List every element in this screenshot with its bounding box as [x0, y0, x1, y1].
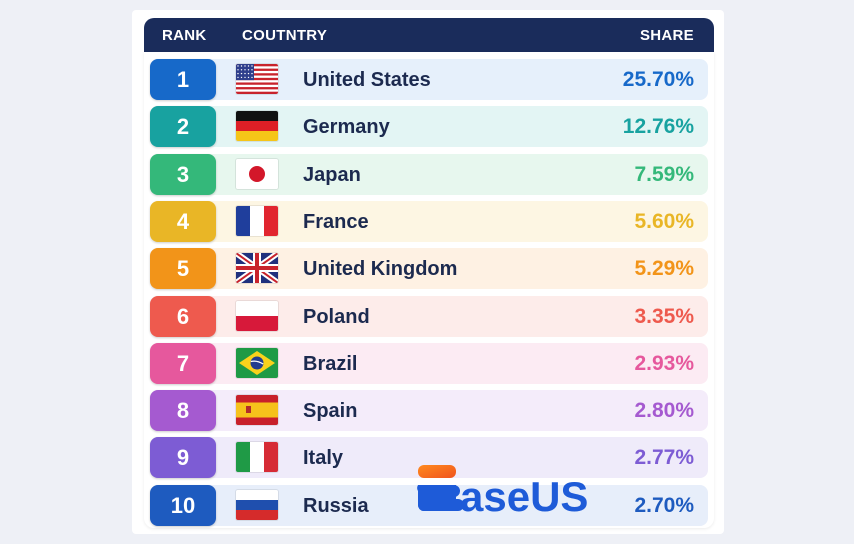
share-value: 12.76% — [622, 115, 694, 138]
row-background — [150, 154, 708, 195]
country-name: France — [303, 211, 369, 233]
country-name: Italy — [303, 447, 344, 469]
table-row: 8 Spain 2.80% — [150, 390, 708, 431]
table-row: 9 Italy 2.77% — [150, 437, 708, 478]
country-name: Brazil — [303, 353, 358, 375]
it-flag-icon — [236, 442, 278, 472]
share-value: 5.60% — [634, 210, 694, 233]
share-value: 7.59% — [634, 163, 694, 186]
de-flag-icon — [236, 111, 278, 141]
table-row: 1 United States 25.70% — [150, 59, 708, 100]
share-value: 25.70% — [622, 68, 694, 91]
country-name: Poland — [303, 306, 370, 328]
country-name: Russia — [303, 495, 369, 517]
fr-flag-icon — [236, 206, 278, 236]
table-row: 3 Japan 7.59% — [150, 154, 708, 195]
table-row: 5 United Kingdom 5.29% — [150, 248, 708, 289]
rank-badge: 9 — [150, 437, 216, 478]
table-row: 6 Poland 3.35% — [150, 296, 708, 337]
gb-flag-icon — [236, 253, 278, 283]
table-row: 4 France 5.60% — [150, 201, 708, 242]
ru-flag-icon — [236, 490, 278, 520]
country-name: Japan — [303, 164, 361, 186]
row-background — [150, 201, 708, 242]
rank-badge: 7 — [150, 343, 216, 384]
row-background — [150, 390, 708, 431]
country-name: Germany — [303, 116, 390, 138]
share-value: 3.35% — [634, 305, 694, 328]
share-value: 2.93% — [634, 352, 694, 375]
rank-badge: 5 — [150, 248, 216, 289]
rank-badge: 6 — [150, 296, 216, 337]
row-background — [150, 296, 708, 337]
share-value: 2.80% — [634, 399, 694, 422]
row-background — [150, 343, 708, 384]
rank-badge: 2 — [150, 106, 216, 147]
rank-badge: 10 — [150, 485, 216, 526]
country-name: Spain — [303, 400, 358, 422]
header-rank: RANK — [162, 27, 207, 44]
br-flag-icon — [236, 348, 278, 378]
share-value: 2.77% — [634, 446, 694, 469]
rank-badge: 1 — [150, 59, 216, 100]
svg-text:aseUS: aseUS — [460, 473, 588, 520]
easeus-logo: aseUS — [414, 461, 610, 523]
table-header: RANK COUTNTRY SHARE — [144, 18, 714, 52]
rank-badge: 8 — [150, 390, 216, 431]
country-name: United Kingdom — [303, 258, 458, 280]
rank-badge: 3 — [150, 154, 216, 195]
pl-flag-icon — [236, 301, 278, 331]
share-value: 5.29% — [634, 257, 694, 280]
share-value: 2.70% — [634, 494, 694, 517]
country-name: United States — [303, 69, 431, 91]
table-row: 2 Germany 12.76% — [150, 106, 708, 147]
rank-badge: 4 — [150, 201, 216, 242]
jp-flag-icon — [236, 159, 278, 189]
header-country: COUTNTRY — [242, 27, 328, 44]
es-flag-icon — [236, 395, 278, 425]
us-flag-icon — [236, 64, 278, 94]
table-row: 7 Brazil 2.93% — [150, 343, 708, 384]
header-share: SHARE — [639, 27, 694, 44]
